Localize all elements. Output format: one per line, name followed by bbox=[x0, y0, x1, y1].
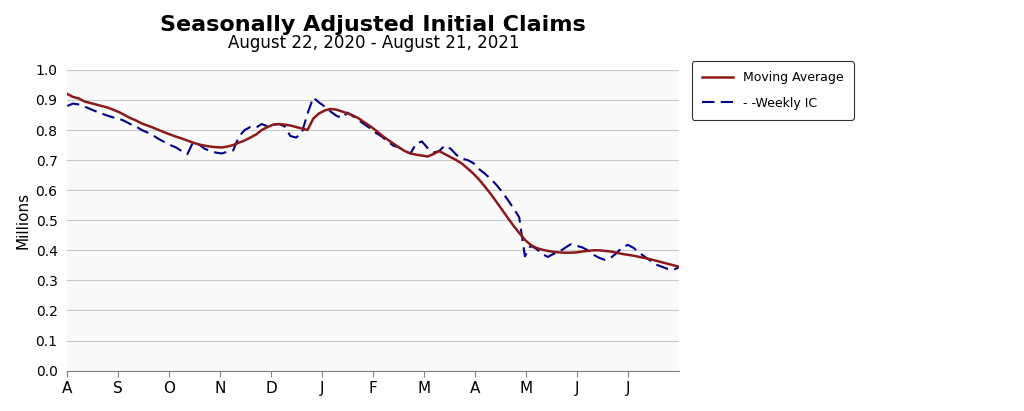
Moving Average bbox=[662, 261, 674, 266]
Moving Average bbox=[588, 248, 600, 253]
- -Weekly IC bbox=[124, 122, 136, 127]
Moving Average bbox=[124, 115, 136, 120]
- -Weekly IC bbox=[61, 104, 74, 109]
Line: Moving Average: Moving Average bbox=[68, 94, 679, 267]
- -Weekly IC bbox=[593, 255, 605, 260]
Y-axis label: Millions: Millions bbox=[15, 192, 30, 249]
- -Weekly IC bbox=[673, 264, 685, 269]
- -Weekly IC bbox=[159, 140, 171, 145]
- -Weekly IC bbox=[353, 118, 366, 123]
- -Weekly IC bbox=[604, 255, 616, 260]
Legend: Moving Average, - -Weekly IC: Moving Average, - -Weekly IC bbox=[691, 61, 854, 120]
Text: August 22, 2020 - August 21, 2021: August 22, 2020 - August 21, 2021 bbox=[227, 34, 519, 52]
- -Weekly IC bbox=[553, 249, 565, 254]
Moving Average bbox=[347, 113, 359, 118]
- -Weekly IC bbox=[307, 95, 319, 100]
Line: - -Weekly IC: - -Weekly IC bbox=[68, 97, 679, 270]
Moving Average bbox=[673, 264, 685, 269]
Title: Seasonally Adjusted Initial Claims: Seasonally Adjusted Initial Claims bbox=[161, 15, 586, 35]
- -Weekly IC bbox=[668, 268, 680, 272]
Moving Average bbox=[61, 92, 74, 97]
Moving Average bbox=[548, 249, 560, 254]
Moving Average bbox=[159, 130, 171, 135]
